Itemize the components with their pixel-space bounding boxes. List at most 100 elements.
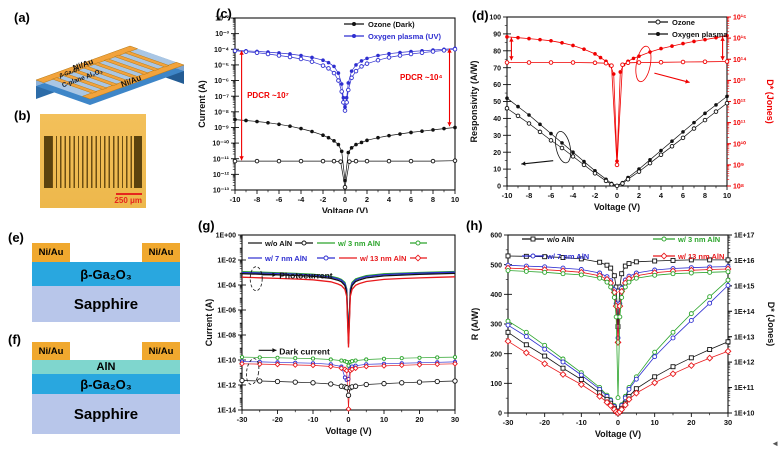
- svg-text:10⁻¹³: 10⁻¹³: [213, 188, 230, 195]
- chart-svg-d: -10 -8 -6 -4 -2 0 2 4 6 8 10 Voltage (V) 0 10 20 30 40 50…: [469, 15, 775, 212]
- series-responsivity-oxygen-plasma: [505, 94, 729, 188]
- axes: -10 -8 -6 -4 -2 0 2 4 6 8 10 Voltage (V) 0 10 20 30 40 50…: [469, 15, 775, 212]
- series-photo-w13nm: [241, 276, 456, 348]
- micrograph-right-busbar: [134, 136, 142, 188]
- svg-text:Voltage (V): Voltage (V): [325, 426, 371, 436]
- svg-text:300: 300: [490, 322, 502, 329]
- svg-text:10⁹: 10⁹: [733, 162, 744, 169]
- svg-text:10: 10: [451, 195, 459, 204]
- svg-text:-8: -8: [254, 195, 261, 204]
- svg-text:1E+17: 1E+17: [734, 233, 755, 240]
- device-3d-schematic: Ni/Au Ni/Au β-Ga₂O₃ C-plane Al₂O₃: [35, 45, 185, 105]
- svg-text:10: 10: [493, 167, 501, 174]
- svg-text:60: 60: [493, 82, 501, 89]
- svg-text:Voltage (V): Voltage (V): [594, 202, 640, 212]
- svg-text:1E+00: 1E+00: [216, 233, 237, 240]
- svg-text:10¹²: 10¹²: [733, 99, 746, 106]
- svg-text:10: 10: [723, 191, 731, 200]
- series-ozone-dark-baseline: [232, 158, 458, 190]
- svg-text:Dark current: Dark current: [279, 346, 330, 356]
- series-dark-w3nm: [239, 355, 458, 368]
- svg-text:4: 4: [659, 191, 664, 200]
- svg-text:10⁸: 10⁸: [733, 184, 744, 191]
- series-ozone-dark-upper: [233, 117, 457, 183]
- svg-text:PDCR ~10⁴: PDCR ~10⁴: [400, 73, 442, 82]
- series-oxygen-plasma-uv-lower: [232, 47, 458, 113]
- aln-layer: AlN: [32, 360, 180, 374]
- svg-text:80: 80: [493, 48, 501, 55]
- svg-text:-6: -6: [548, 191, 555, 200]
- svg-text:10⁻⁶: 10⁻⁶: [214, 78, 229, 85]
- svg-text:0: 0: [346, 415, 350, 424]
- legend: w/o AlN w/ 3 nm AlN w/ 7 nm AlN w/ 13 nm Al…: [248, 239, 427, 263]
- electrode-left: Ni/Au: [32, 342, 70, 360]
- svg-text:10⁻¹¹: 10⁻¹¹: [213, 156, 230, 163]
- svg-text:100: 100: [489, 15, 501, 22]
- svg-text:500: 500: [490, 262, 502, 269]
- micrograph-left-busbar: [44, 136, 52, 188]
- svg-text:-4: -4: [298, 195, 305, 204]
- svg-text:w/ 13 nm AlN: w/ 13 nm AlN: [359, 254, 406, 263]
- panel-label-d: (d): [472, 8, 489, 23]
- svg-text:50: 50: [493, 99, 501, 106]
- svg-text:6: 6: [681, 191, 685, 200]
- annotation: PDCR ~10⁴: [400, 73, 442, 82]
- scale-bar-line: [116, 192, 142, 195]
- series-responsivity-ozone: [504, 100, 730, 189]
- svg-text:10⁻⁹: 10⁻⁹: [214, 125, 229, 132]
- svg-text:1E-08: 1E-08: [217, 333, 236, 340]
- svg-text:10¹³: 10¹³: [733, 78, 746, 85]
- svg-text:10¹⁵: 10¹⁵: [733, 36, 746, 43]
- series-r-w13nm: [504, 337, 732, 417]
- svg-text:10⁻²: 10⁻²: [215, 16, 229, 23]
- panel-label-c: (c): [216, 6, 232, 21]
- svg-text:20: 20: [493, 150, 501, 157]
- svg-text:w/o AlN: w/o AlN: [264, 239, 292, 248]
- series-dstar-w3nm: [505, 268, 731, 401]
- svg-text:-4: -4: [570, 191, 577, 200]
- electrode-left: Ni/Au: [32, 243, 70, 262]
- device-schematic-with-aln: Ni/Au Ni/Au AlN β-Ga₂O₃ Sapphire: [32, 342, 180, 434]
- svg-text:Ozone (Dark): Ozone (Dark): [368, 20, 415, 29]
- svg-text:-2: -2: [320, 195, 327, 204]
- svg-text:-10: -10: [576, 418, 587, 427]
- annotation: [509, 37, 514, 61]
- svg-text:8: 8: [431, 195, 435, 204]
- svg-text:10⁻¹⁰: 10⁻¹⁰: [212, 140, 229, 148]
- svg-text:0: 0: [343, 195, 347, 204]
- svg-text:D* (Jones): D* (Jones): [766, 302, 776, 347]
- svg-text:6: 6: [409, 195, 413, 204]
- annotation: [521, 160, 554, 166]
- svg-text:R (A/W): R (A/W): [470, 308, 480, 341]
- series-dstar-wo: [505, 253, 731, 330]
- svg-text:Voltage (V): Voltage (V): [322, 206, 368, 213]
- panel-label-e: (e): [8, 230, 24, 245]
- svg-text:10: 10: [380, 415, 388, 424]
- chart-svg-g: -30 -20 -10 0 10 20 30 Voltage (V) 1E+00 1E-02 1E-…: [204, 233, 459, 436]
- ga2o3-layer: β-Ga₂O₃: [32, 374, 180, 394]
- series-dark-w13nm: [239, 360, 458, 412]
- scale-bar-label: 250 μm: [114, 196, 142, 205]
- svg-text:1E-14: 1E-14: [217, 408, 236, 415]
- svg-text:-10: -10: [230, 195, 241, 204]
- svg-text:PDCR ~10⁷: PDCR ~10⁷: [247, 91, 289, 100]
- svg-text:10⁻⁴: 10⁻⁴: [214, 47, 229, 54]
- legend: Ozone (Dark) Oxygen plasma (UV): [344, 20, 441, 41]
- panel-h-r-dstar-chart: -30 -20 -10 0 10 20 30 Voltage (V) 0 100 200 300 400…: [460, 218, 782, 454]
- panel-label-h: (h): [466, 218, 483, 233]
- axes: -10 -8 -6 -4 -2 0 2 4 6 8 10 Voltage (V) 10⁻² 10⁻³ 10⁻…: [197, 16, 459, 216]
- svg-text:-10: -10: [308, 415, 319, 424]
- svg-text:10¹⁶: 10¹⁶: [733, 15, 746, 22]
- annotation: [720, 36, 725, 61]
- chart-svg-c: -10 -8 -6 -4 -2 0 2 4 6 8 10 Voltage (V) 10⁻² 10⁻³ 10⁻…: [197, 16, 459, 216]
- axes: -30 -20 -10 0 10 20 30 Voltage (V) 1E+00 1E-02 1E-…: [204, 233, 459, 436]
- svg-text:1E+16: 1E+16: [734, 258, 755, 265]
- panel-label-a: (a): [14, 10, 30, 25]
- electrode-right: Ni/Au: [142, 243, 180, 262]
- svg-text:w/o AlN: w/o AlN: [546, 235, 574, 244]
- cursor-artifact: ◄: [771, 439, 779, 448]
- svg-text:2: 2: [637, 191, 641, 200]
- svg-text:-2: -2: [592, 191, 599, 200]
- svg-text:10: 10: [650, 418, 658, 427]
- device-schematic-no-aln: Ni/Au Ni/Au β-Ga₂O₃ Sapphire: [32, 243, 180, 322]
